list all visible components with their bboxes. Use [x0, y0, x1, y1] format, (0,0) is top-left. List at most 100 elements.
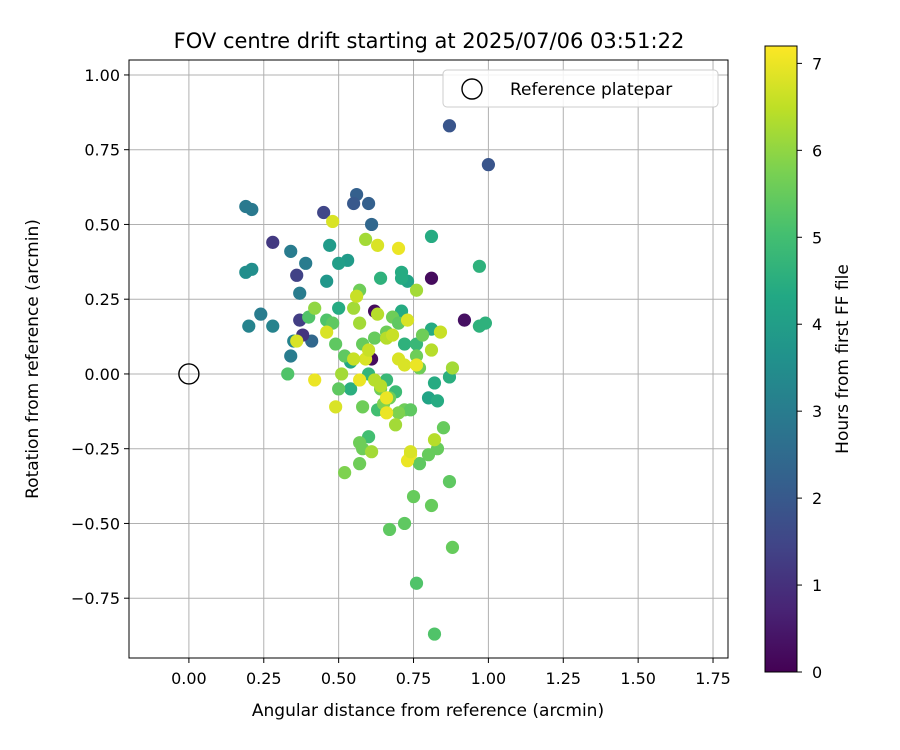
y-axis-label: Rotation from reference (arcmin) [23, 219, 43, 499]
data-point [329, 400, 343, 414]
data-point [245, 202, 259, 217]
data-point [317, 205, 331, 220]
colorbar-gradient [764, 45, 798, 673]
data-point [284, 349, 298, 363]
data-point [353, 436, 367, 450]
data-point [403, 445, 418, 459]
data-points [239, 119, 495, 641]
colorbar-tick-label: 1 [812, 576, 822, 595]
plot-frame [128, 59, 729, 659]
data-point [359, 232, 373, 246]
data-point [367, 331, 382, 345]
y-tick-label: 0.25 [84, 290, 120, 309]
data-point [397, 358, 412, 372]
data-point [364, 445, 379, 459]
data-point [281, 367, 295, 381]
data-point [391, 241, 406, 255]
data-point [424, 498, 439, 513]
y-tick-label: 0.75 [84, 141, 120, 160]
data-point [478, 316, 493, 330]
data-point [299, 256, 313, 270]
data-point [245, 262, 259, 276]
data-point [397, 337, 412, 351]
data-point [332, 301, 346, 315]
x-axis-ticks: 0.00 0.25 0.50 0.75 1.00 1.25 1.50 1.75 [171, 658, 731, 688]
data-point [373, 379, 388, 393]
data-point [406, 489, 421, 504]
data-point [436, 421, 451, 435]
data-point [382, 522, 397, 537]
data-point [338, 466, 352, 480]
legend-box [442, 69, 719, 108]
colorbar-tick-label: 6 [812, 141, 822, 160]
data-point [293, 286, 307, 300]
reference-marker-layer [178, 363, 200, 385]
x-tick-label: 1.75 [695, 669, 731, 688]
legend-label: Reference platepar [510, 80, 672, 100]
y-tick-label: 0.50 [84, 215, 120, 234]
x-tick-label: 0.25 [246, 669, 282, 688]
data-point [353, 316, 367, 330]
data-point [445, 361, 460, 375]
x-tick-label: 0.75 [396, 669, 432, 688]
data-point [353, 457, 367, 471]
data-point [397, 516, 412, 531]
data-point [424, 229, 439, 244]
data-point [409, 283, 424, 297]
data-point [350, 289, 364, 303]
colorbar-tick-label: 4 [812, 315, 822, 334]
data-point [430, 394, 445, 408]
data-point [370, 307, 385, 321]
data-point [424, 271, 439, 285]
data-point [379, 406, 394, 420]
data-point [424, 343, 439, 357]
x-tick-label: 0.00 [171, 669, 207, 688]
data-point [391, 406, 406, 420]
y-tick-label: 1.00 [84, 66, 120, 85]
colorbar-label: Hours from first FF file [833, 264, 853, 454]
x-tick-label: 0.50 [321, 669, 357, 688]
data-point [308, 373, 322, 387]
x-tick-label: 1.00 [471, 669, 507, 688]
data-point [427, 376, 442, 390]
data-point [445, 540, 460, 554]
data-point [347, 301, 361, 315]
data-point [409, 576, 424, 590]
data-point [323, 238, 337, 252]
data-point [344, 382, 358, 396]
data-point [400, 313, 415, 327]
data-point [266, 235, 280, 249]
data-point [326, 214, 340, 229]
data-point [385, 328, 400, 342]
data-point [284, 244, 298, 258]
x-tick-label: 1.50 [620, 669, 656, 688]
data-point [347, 352, 361, 366]
data-point [472, 259, 487, 273]
chart-title: FOV centre drift starting at 2025/07/06 … [174, 29, 685, 53]
data-point [412, 457, 427, 471]
legend: Reference platepar [442, 69, 719, 108]
data-point [356, 400, 370, 414]
data-point [332, 256, 346, 270]
data-point [370, 238, 385, 252]
data-point [457, 313, 472, 327]
grid-lines [129, 60, 728, 658]
data-point [353, 373, 367, 387]
data-point [433, 325, 448, 339]
data-point [409, 358, 424, 372]
data-point [335, 367, 349, 381]
data-point [364, 217, 379, 232]
data-point [290, 334, 304, 348]
data-point [379, 391, 394, 405]
data-point [427, 433, 442, 447]
data-point [394, 271, 409, 285]
data-point [308, 301, 322, 315]
y-axis-ticks: −0.75 −0.50 −0.25 0.00 0.25 0.50 0.75 1.00 [71, 66, 129, 608]
data-point [266, 319, 280, 333]
data-point [442, 474, 457, 489]
colorbar-tick-label: 5 [812, 228, 822, 247]
colorbar-tick-label: 3 [812, 402, 822, 421]
data-point [362, 196, 376, 211]
colorbar-tick-label: 0 [812, 663, 822, 682]
